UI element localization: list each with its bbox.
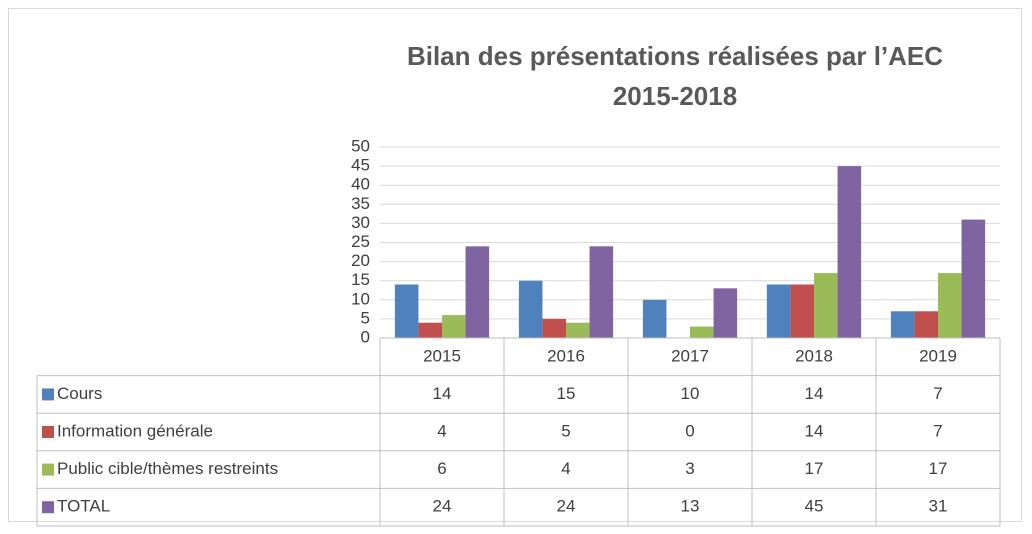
y-tick-label: 20 — [351, 251, 370, 270]
x-tick-label: 2016 — [547, 346, 585, 365]
table-value: 10 — [681, 384, 700, 403]
table-value: 15 — [557, 384, 576, 403]
table-value: 45 — [805, 497, 824, 516]
legend-key — [42, 388, 54, 401]
bar — [418, 322, 442, 338]
chart-title: 2015-2018 — [613, 81, 737, 111]
legend-label: Information générale — [57, 421, 213, 440]
table-value: 17 — [805, 459, 824, 478]
bar — [961, 219, 986, 338]
bar — [713, 288, 738, 338]
bar — [938, 273, 962, 338]
bar — [589, 246, 614, 338]
x-tick-label: 2018 — [795, 346, 833, 365]
table-value: 5 — [561, 421, 570, 440]
y-tick-label: 45 — [351, 156, 370, 175]
x-tick-label: 2019 — [919, 346, 957, 365]
legend-key — [42, 426, 54, 438]
y-tick-label: 10 — [351, 289, 370, 308]
table-value: 0 — [685, 421, 694, 440]
y-tick-label: 40 — [351, 175, 370, 194]
y-tick-label: 25 — [351, 232, 370, 251]
bar — [394, 284, 419, 338]
y-tick-label: 5 — [361, 308, 370, 327]
legend-key — [42, 463, 54, 476]
x-tick-label: 2017 — [671, 346, 709, 365]
table-value: 7 — [933, 421, 942, 440]
bar — [465, 246, 490, 338]
table-value: 6 — [437, 459, 446, 478]
bar — [766, 284, 791, 338]
table-value: 7 — [933, 384, 942, 403]
y-tick-label: 50 — [351, 136, 370, 155]
y-tick-label: 30 — [351, 213, 370, 232]
bar — [542, 318, 566, 338]
table-value: 24 — [433, 497, 452, 516]
legend-key — [42, 501, 54, 514]
table-value: 17 — [929, 459, 948, 478]
y-tick-label: 15 — [351, 270, 370, 289]
table-value: 14 — [805, 421, 824, 440]
legend-label: TOTAL — [57, 497, 110, 516]
bar — [814, 273, 838, 338]
bar — [690, 326, 714, 338]
chart-title: Bilan des présentations réalisées par l’… — [407, 41, 943, 71]
legend-label: Cours — [57, 384, 102, 403]
bar — [518, 280, 543, 338]
bar — [890, 311, 915, 338]
bar — [642, 299, 667, 338]
table-value: 4 — [561, 459, 570, 478]
y-tick-label: 35 — [351, 194, 370, 213]
legend-label: Public cible/thèmes restreints — [57, 459, 278, 478]
table-value: 14 — [805, 384, 824, 403]
bar — [914, 311, 938, 338]
table-value: 4 — [437, 421, 446, 440]
table-value: 31 — [929, 497, 948, 516]
table-value: 3 — [685, 459, 694, 478]
bar — [442, 315, 466, 338]
x-tick-label: 2015 — [423, 346, 461, 365]
table-value: 24 — [557, 497, 576, 516]
y-tick-label: 0 — [361, 327, 370, 346]
table-value: 13 — [681, 497, 700, 516]
bar — [566, 322, 590, 338]
bar — [837, 166, 862, 338]
table-value: 14 — [433, 384, 452, 403]
bar — [790, 284, 814, 338]
chart-border — [8, 8, 1022, 522]
